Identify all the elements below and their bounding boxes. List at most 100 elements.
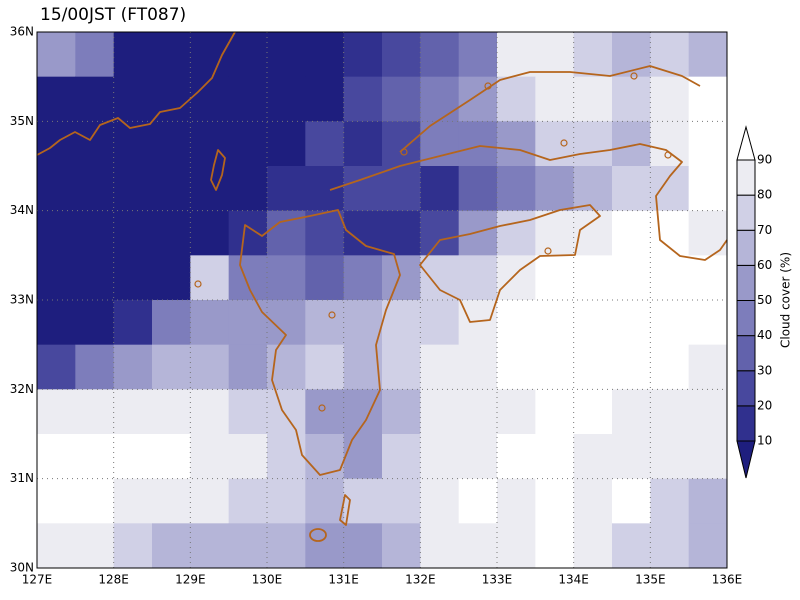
cloud-cell bbox=[267, 523, 306, 569]
cloud-cell bbox=[535, 434, 575, 480]
cloud-cell bbox=[267, 478, 306, 524]
cloud-cell bbox=[190, 255, 230, 301]
shikoku bbox=[419, 204, 601, 323]
cloud-cell bbox=[228, 434, 268, 480]
colorbar-box bbox=[736, 194, 756, 231]
cloud-cell bbox=[75, 76, 115, 122]
cloud-cell bbox=[75, 32, 115, 78]
cloud-cell bbox=[190, 344, 230, 390]
cloud-cell bbox=[688, 32, 728, 78]
station bbox=[544, 247, 552, 255]
cloud-cell bbox=[612, 76, 651, 122]
cloud-cell bbox=[75, 478, 115, 524]
cloud-cell bbox=[650, 478, 690, 524]
lon-label: 127E bbox=[22, 573, 53, 587]
cloud-cell bbox=[612, 434, 651, 480]
station bbox=[484, 82, 492, 90]
cloud-cell bbox=[497, 478, 536, 524]
cloud-cell bbox=[37, 300, 76, 346]
lon-label: 128E bbox=[98, 573, 129, 587]
cloud-cell bbox=[343, 255, 383, 301]
lon-label: 136E bbox=[712, 573, 743, 587]
cloud-cell bbox=[573, 523, 613, 569]
cloud-cell bbox=[75, 434, 115, 480]
cloud-cell bbox=[420, 389, 460, 435]
cloud-cell bbox=[343, 300, 383, 346]
map-title: 15/00JST (FT087) bbox=[40, 5, 186, 25]
station bbox=[194, 280, 202, 288]
lon-label: 130E bbox=[252, 573, 283, 587]
cloud-cell bbox=[190, 523, 230, 569]
cloud-cell bbox=[228, 121, 268, 167]
korea-coast bbox=[36, 31, 236, 156]
colorbar-tick-label: 30 bbox=[757, 363, 772, 377]
colorbar-box bbox=[736, 159, 756, 196]
cloud-cell bbox=[612, 523, 651, 569]
cloud-cell bbox=[573, 121, 613, 167]
cloud-cell bbox=[267, 121, 306, 167]
cloud-cell bbox=[75, 523, 115, 569]
cloud-cell bbox=[688, 300, 728, 346]
yakushima bbox=[309, 528, 327, 542]
cloud-cell bbox=[152, 523, 191, 569]
cloud-cell bbox=[535, 166, 575, 212]
cloud-cell bbox=[113, 344, 153, 390]
lon-label: 135E bbox=[635, 573, 666, 587]
station bbox=[630, 72, 638, 80]
cloud-cell bbox=[343, 434, 383, 480]
cloud-cell bbox=[382, 121, 421, 167]
cloud-cell bbox=[267, 255, 306, 301]
cloud-cell bbox=[37, 255, 76, 301]
lat-label: 34N bbox=[10, 203, 34, 217]
cloud-cell bbox=[497, 166, 536, 212]
cloud-cell bbox=[420, 478, 460, 524]
cloud-cell bbox=[37, 389, 76, 435]
cloud-cell bbox=[37, 166, 76, 212]
cloud-cell bbox=[382, 300, 421, 346]
map-frame bbox=[36, 31, 728, 569]
cloud-cell bbox=[573, 344, 613, 390]
cloud-cell bbox=[113, 166, 153, 212]
cloud-cell bbox=[497, 389, 536, 435]
cloud-cell bbox=[535, 478, 575, 524]
cloud-cell bbox=[458, 166, 498, 212]
cloud-cell bbox=[152, 121, 191, 167]
cloud-cell bbox=[343, 76, 383, 122]
lon-label: 133E bbox=[482, 573, 513, 587]
cloud-cell bbox=[650, 389, 690, 435]
colorbar-box bbox=[736, 264, 756, 301]
cloud-cell bbox=[190, 478, 230, 524]
cloud-cell bbox=[458, 478, 498, 524]
cloud-cell bbox=[650, 210, 690, 256]
cloud-cell bbox=[650, 76, 690, 122]
cloud-cell bbox=[650, 344, 690, 390]
cloud-cell bbox=[228, 255, 268, 301]
cloud-cell bbox=[458, 210, 498, 256]
cloud-cell bbox=[113, 32, 153, 78]
tanegashima bbox=[339, 494, 351, 526]
cloud-cell bbox=[267, 76, 306, 122]
cloud-cell bbox=[113, 478, 153, 524]
station bbox=[318, 404, 326, 412]
lon-label: 134E bbox=[558, 573, 589, 587]
cloud-cell bbox=[535, 389, 575, 435]
cloud-cell bbox=[37, 478, 76, 524]
lat-label: 32N bbox=[10, 382, 34, 396]
cloud-cell bbox=[382, 32, 421, 78]
cloud-cell bbox=[305, 300, 345, 346]
cloud-cell bbox=[497, 344, 536, 390]
cloud-cell bbox=[190, 389, 230, 435]
cloud-cell bbox=[228, 166, 268, 212]
cloud-cell bbox=[75, 121, 115, 167]
cloud-cell bbox=[612, 255, 651, 301]
cloud-cell bbox=[573, 166, 613, 212]
cloud-cell bbox=[305, 210, 345, 256]
cloud-cell bbox=[75, 166, 115, 212]
cloud-cell bbox=[152, 389, 191, 435]
cloud-cell bbox=[458, 389, 498, 435]
cloud-cell bbox=[382, 478, 421, 524]
colorbar-tick-label: 10 bbox=[757, 434, 772, 448]
cloud-cell bbox=[113, 76, 153, 122]
cloud-cell bbox=[458, 300, 498, 346]
